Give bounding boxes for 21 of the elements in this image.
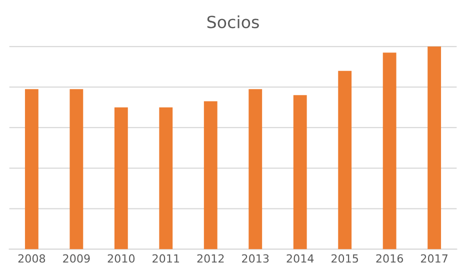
bar bbox=[428, 46, 442, 250]
x-tick-label: 2014 bbox=[286, 254, 314, 263]
bar bbox=[293, 95, 307, 250]
bar bbox=[204, 101, 218, 250]
x-tick-label: 2009 bbox=[63, 254, 90, 263]
x-tick-label: 2016 bbox=[376, 254, 404, 263]
x-tick-label: 2010 bbox=[108, 254, 135, 263]
bar bbox=[338, 70, 352, 250]
x-tick-label: 2012 bbox=[197, 254, 224, 263]
bar bbox=[24, 89, 38, 250]
bar bbox=[114, 107, 128, 250]
x-tick-label: 2008 bbox=[18, 254, 46, 263]
x-tick-label: 2011 bbox=[152, 254, 180, 263]
x-tick-label: 2015 bbox=[332, 254, 358, 263]
bar bbox=[159, 107, 173, 250]
chart-title: Socios bbox=[207, 15, 259, 28]
bar bbox=[382, 52, 396, 250]
bar bbox=[248, 89, 262, 250]
x-tick-label: 2013 bbox=[242, 254, 269, 263]
bar bbox=[70, 89, 84, 250]
x-tick-label: 2017 bbox=[420, 254, 448, 263]
